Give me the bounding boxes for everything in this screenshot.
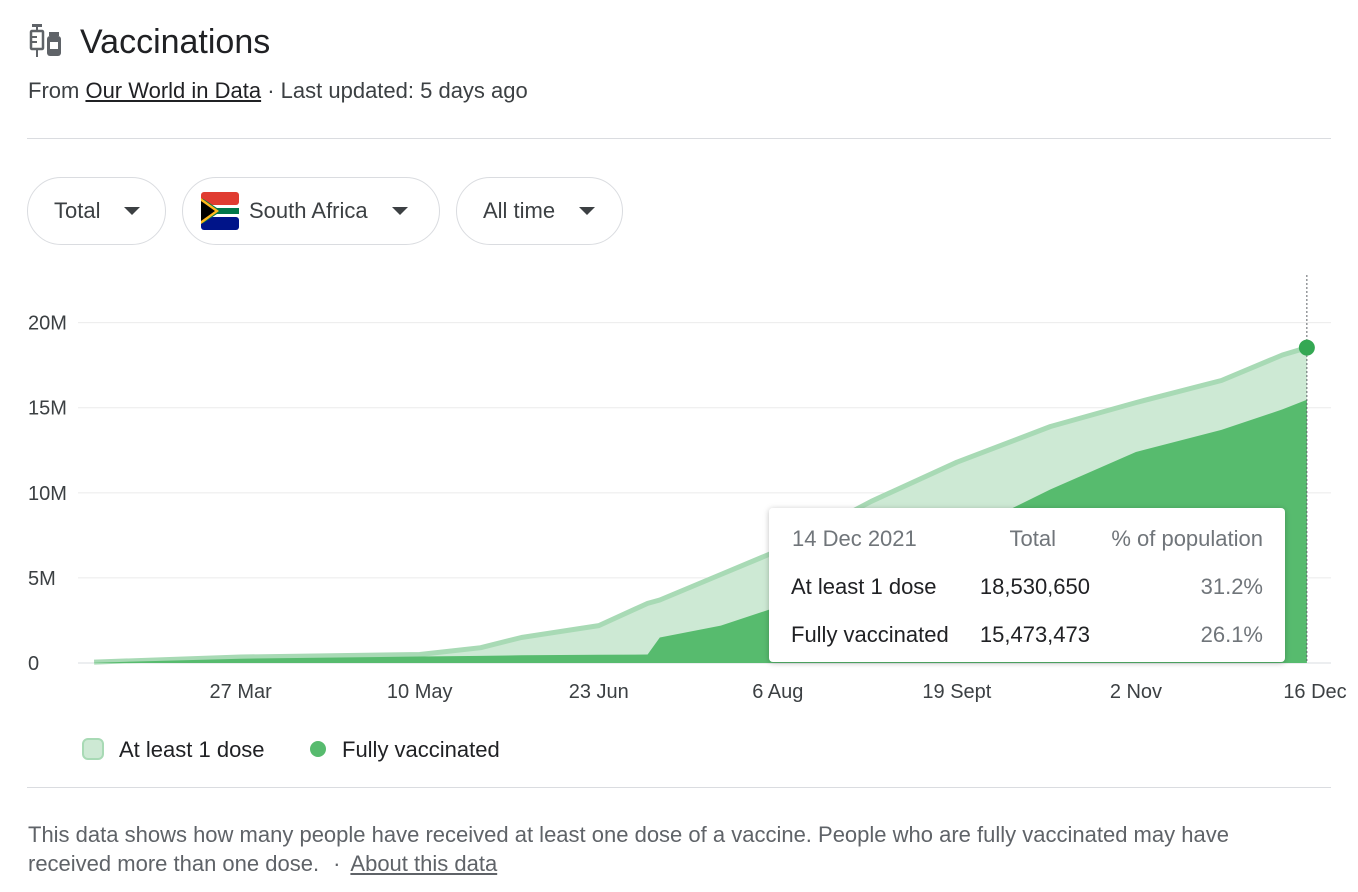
footer-text: This data shows how many people have rec…	[28, 822, 1229, 876]
flag	[201, 192, 239, 230]
x-tick-label: 6 Aug	[752, 681, 803, 703]
legend-label: Fully vaccinated	[342, 737, 500, 762]
filter-label: All time	[483, 198, 556, 223]
filter-label: South Africa	[249, 198, 368, 223]
footer: This data shows how many people have rec…	[28, 820, 1318, 878]
about-link[interactable]: About this data	[350, 851, 498, 876]
title: Vaccinations	[80, 23, 271, 61]
updated: · Last updated: 5 days ago	[267, 78, 528, 103]
tooltip-total: 18,530,650	[980, 574, 1090, 599]
y-tick-label: 0	[28, 653, 39, 675]
x-tick-label: 19 Sept	[922, 681, 991, 703]
x-tick-label: 23 Jun	[569, 681, 629, 703]
filter-measure[interactable]: Total	[27, 177, 166, 245]
chart: 0 5M 10M 15M 20M 27 Mar 10 May 23 Jun 6 Aug 19 Se…	[28, 275, 1347, 762]
tooltip-percent: 26.1%	[1201, 622, 1263, 647]
divider	[27, 138, 1331, 139]
tooltip-label: Fully vaccinated	[791, 622, 949, 647]
tooltip-header: Total	[1010, 526, 1056, 551]
filter-range[interactable]: All time	[456, 177, 623, 245]
vaccine-icon	[29, 24, 61, 57]
tooltip-date: 14 Dec 2021	[792, 526, 917, 551]
separator: ·	[333, 851, 341, 876]
filter-label: Total	[54, 198, 101, 223]
y-tick-label: 15M	[28, 398, 67, 420]
tooltip-percent: 31.2%	[1201, 574, 1263, 599]
legend-swatch	[310, 741, 326, 757]
tooltip-header: % of population	[1111, 526, 1263, 551]
divider	[27, 787, 1331, 788]
tooltip-total: 15,473,473	[980, 622, 1090, 647]
line	[94, 345, 1308, 665]
tooltip-box	[769, 508, 1285, 662]
x-tick-label: 27 Mar	[210, 681, 273, 703]
y-tick-label: 10M	[28, 483, 67, 505]
source-link[interactable]: Our World in Data	[85, 78, 262, 103]
legend-swatch	[82, 738, 104, 760]
hover-dot	[1298, 339, 1315, 356]
legend-label: At least 1 dose	[119, 737, 265, 762]
y-tick-label: 5M	[28, 568, 56, 590]
tooltip-label: At least 1 dose	[791, 574, 937, 599]
filter-country[interactable]: South Africa	[182, 177, 440, 245]
x-tick-label: 2 Nov	[1110, 681, 1162, 703]
y-tick-label: 20M	[28, 313, 67, 335]
x-tick-label: 10 May	[387, 681, 453, 703]
subtitle: From Our World in Data · Last updated: 5…	[28, 78, 528, 104]
source-prefix: From	[28, 78, 80, 103]
x-tick-label: 16 Dec	[1283, 681, 1346, 703]
